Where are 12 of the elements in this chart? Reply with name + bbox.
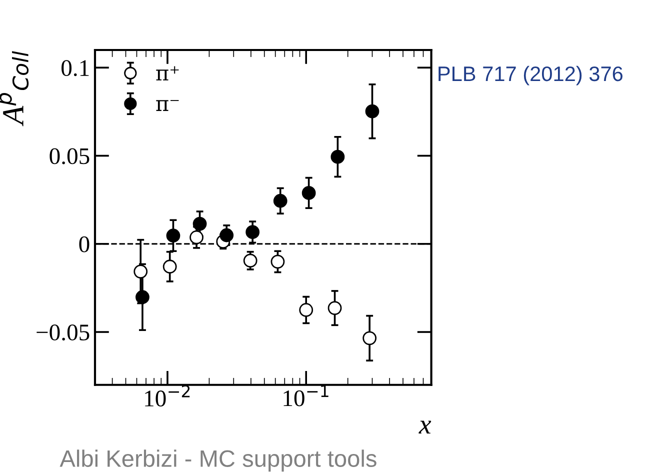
y-tick-label: 0.1	[62, 60, 89, 76]
x-axis-title: x	[418, 420, 432, 434]
y-axis-title: A$^{p}$$_{Coll}$	[0, 51, 29, 126]
x-tick-label: 10$^{−1}$	[284, 384, 328, 406]
x-tick-label: 10$^{−2}$	[145, 384, 190, 406]
y-tick-label: 0	[79, 236, 90, 252]
y-tick-label: 0.05	[50, 148, 90, 164]
text: Albi Kerbizi - MC support tools	[60, 450, 376, 472]
legend-label: π⁻	[156, 100, 179, 111]
y-tick-label: −0.05	[36, 324, 90, 341]
text: PLB 717 (2012) 376	[438, 66, 622, 86]
legend-label: π⁺	[156, 66, 179, 80]
